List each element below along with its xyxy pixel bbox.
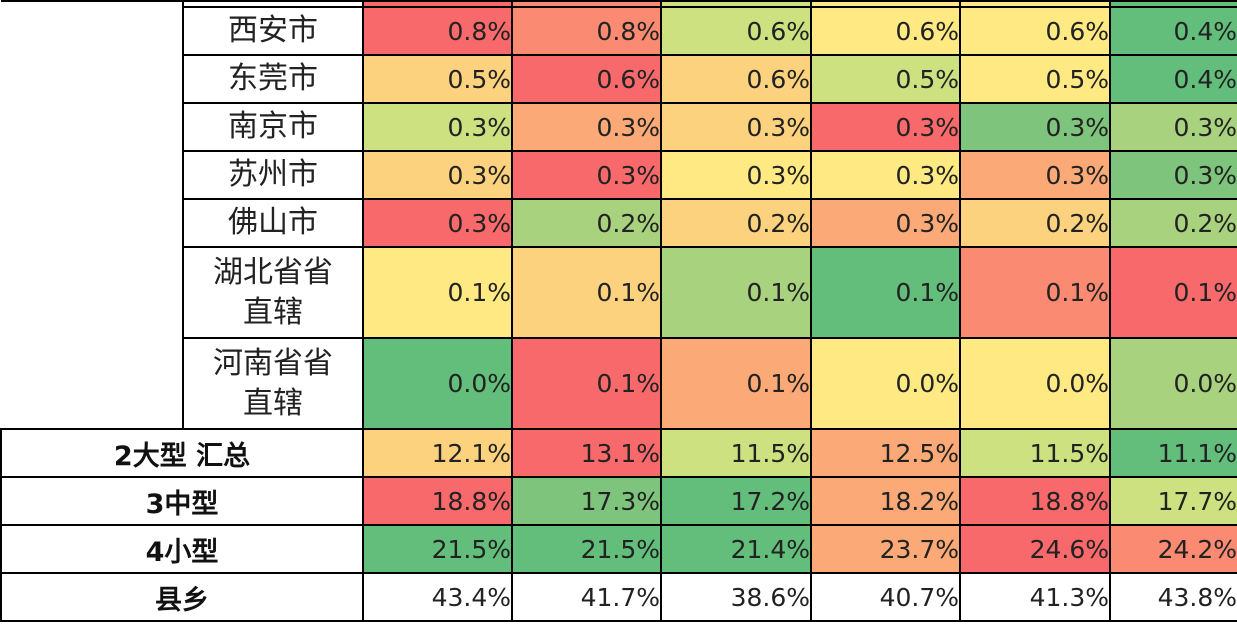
table-body: 西安市 0.8% 0.8% 0.6% 0.6% 0.6% 0.4% 东莞市 0.5% 0.6% 0.… [0,0,1237,622]
value-cell[interactable]: 43.4% [362,572,513,622]
value-cell[interactable]: 24.2% [1109,524,1237,574]
value-cell[interactable]: 0.1% [660,337,812,430]
value-cell[interactable]: 0.8% [362,6,513,56]
value-cell[interactable]: 0.5% [810,54,961,104]
value-cell[interactable]: 0.3% [810,150,961,200]
value-cell[interactable]: 0.1% [362,246,513,339]
cell[interactable] [660,0,812,8]
value-cell[interactable]: 0.3% [810,198,961,248]
table-row: 苏州市 0.3% 0.3% 0.3% 0.3% 0.3% 0.3% [1,150,1237,200]
table-row: 3中型 18.8% 17.3% 17.2% 18.2% 18.8% 17.7% [0,476,1237,526]
value-cell[interactable]: 0.6% [959,6,1111,56]
table-row: 湖北省省直辖 0.1% 0.1% 0.1% 0.1% 0.1% 0.1% [1,246,1237,339]
value-cell[interactable]: 0.0% [959,337,1111,430]
value-cell[interactable]: 0.4% [1109,6,1237,56]
value-cell[interactable]: 0.3% [810,102,961,152]
table-row: 4小型 21.5% 21.5% 21.4% 23.7% 24.6% 24.2% [0,524,1237,574]
value-cell[interactable]: 0.1% [660,246,812,339]
value-cell[interactable]: 0.3% [1109,102,1237,152]
city-name-cell[interactable]: 南京市 [182,102,364,152]
value-cell[interactable]: 18.8% [959,476,1111,526]
value-cell[interactable]: 0.3% [511,102,662,152]
table-row: 南京市 0.3% 0.3% 0.3% 0.3% 0.3% 0.3% [1,102,1237,152]
value-cell[interactable]: 41.7% [511,572,662,622]
value-cell[interactable]: 41.3% [959,572,1111,622]
data-table: 西安市 0.8% 0.8% 0.6% 0.6% 0.6% 0.4% 东莞市 0.5% 0.6% 0.… [0,0,1237,622]
cell[interactable] [810,0,961,8]
cell[interactable] [511,0,662,8]
group-name-cell[interactable]: 县乡 [0,572,364,622]
value-cell[interactable]: 18.8% [362,476,513,526]
value-cell[interactable]: 21.4% [660,524,812,574]
value-cell[interactable]: 0.1% [810,246,961,339]
value-cell[interactable]: 0.2% [959,198,1111,248]
city-name-cell[interactable]: 苏州市 [182,150,364,200]
value-cell[interactable]: 0.1% [511,246,662,339]
value-cell[interactable]: 0.3% [959,150,1111,200]
cell[interactable] [362,0,513,8]
value-cell[interactable]: 0.6% [511,54,662,104]
row-group-blank-cell[interactable] [1,0,184,430]
value-cell[interactable]: 24.6% [959,524,1111,574]
value-cell[interactable]: 0.3% [660,102,812,152]
value-cell[interactable]: 11.5% [959,428,1111,478]
value-cell[interactable]: 0.6% [660,54,812,104]
city-name-cell[interactable]: 湖北省省直辖 [182,246,364,339]
value-cell[interactable]: 0.2% [511,198,662,248]
value-cell[interactable]: 0.1% [1109,246,1237,339]
table-row: 县乡 43.4% 41.7% 38.6% 40.7% 41.3% 43.8% [0,572,1237,622]
table-row: 西安市 0.8% 0.8% 0.6% 0.6% 0.6% 0.4% [1,6,1237,56]
group-name-cell[interactable]: 2大型 汇总 [0,428,364,478]
group-name-cell[interactable]: 3中型 [0,476,364,526]
value-cell[interactable]: 17.2% [660,476,812,526]
value-cell[interactable]: 12.1% [362,428,513,478]
value-cell[interactable]: 23.7% [810,524,961,574]
city-name-cell[interactable]: 西安市 [182,6,364,56]
value-cell[interactable]: 0.3% [362,102,513,152]
table-row: 东莞市 0.5% 0.6% 0.6% 0.5% 0.5% 0.4% [1,54,1237,104]
cell[interactable] [959,0,1111,8]
value-cell[interactable]: 0.2% [1109,198,1237,248]
value-cell[interactable]: 0.2% [660,198,812,248]
value-cell[interactable]: 0.8% [511,6,662,56]
value-cell[interactable]: 0.0% [362,337,513,430]
value-cell[interactable]: 0.1% [511,337,662,430]
value-cell[interactable]: 11.1% [1109,428,1237,478]
value-cell[interactable]: 38.6% [660,572,812,622]
value-cell[interactable]: 0.5% [959,54,1111,104]
city-name-cell[interactable]: 佛山市 [182,198,364,248]
value-cell[interactable]: 12.5% [810,428,961,478]
value-cell[interactable]: 0.6% [660,6,812,56]
top-stub-row [1,0,1237,430]
group-name-cell[interactable]: 4小型 [0,524,364,574]
value-cell[interactable]: 11.5% [660,428,812,478]
value-cell[interactable]: 0.3% [959,102,1111,152]
cell[interactable] [182,0,364,8]
table-row: 2大型 汇总 12.1% 13.1% 11.5% 12.5% 11.5% 11.1% [0,428,1237,478]
value-cell[interactable]: 21.5% [511,524,662,574]
value-cell[interactable]: 0.3% [1109,150,1237,200]
value-cell[interactable]: 0.6% [810,6,961,56]
city-name-cell[interactable]: 东莞市 [182,54,364,104]
table-row: 佛山市 0.3% 0.2% 0.2% 0.3% 0.2% 0.2% [1,198,1237,248]
value-cell[interactable]: 17.7% [1109,476,1237,526]
value-cell[interactable]: 17.3% [511,476,662,526]
value-cell[interactable]: 21.5% [362,524,513,574]
value-cell[interactable]: 0.3% [511,150,662,200]
value-cell[interactable]: 0.1% [959,246,1111,339]
value-cell[interactable]: 43.8% [1109,572,1237,622]
value-cell[interactable]: 0.0% [810,337,961,430]
value-cell[interactable]: 0.3% [362,150,513,200]
value-cell[interactable]: 0.5% [362,54,513,104]
city-name-cell[interactable]: 河南省省直辖 [182,337,364,430]
value-cell[interactable]: 0.3% [660,150,812,200]
value-cell[interactable]: 0.3% [362,198,513,248]
value-cell[interactable]: 0.4% [1109,54,1237,104]
table-row: 河南省省直辖 0.0% 0.1% 0.1% 0.0% 0.0% 0.0% [1,337,1237,430]
value-cell[interactable]: 13.1% [511,428,662,478]
value-cell[interactable]: 18.2% [810,476,961,526]
value-cell[interactable]: 40.7% [810,572,961,622]
value-cell[interactable]: 0.0% [1109,337,1237,430]
